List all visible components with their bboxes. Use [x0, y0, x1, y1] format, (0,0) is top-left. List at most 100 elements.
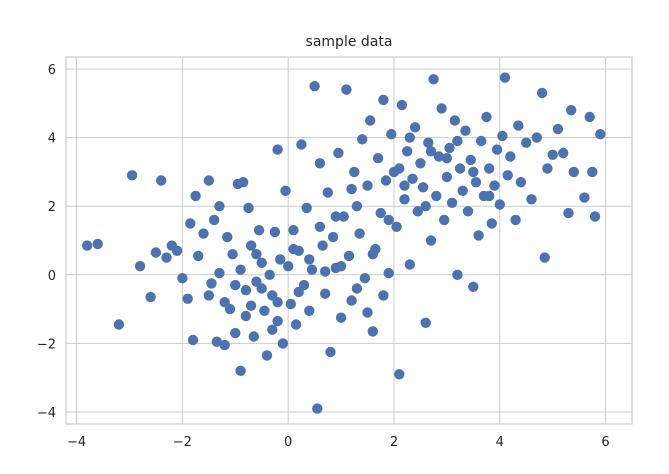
scatter-point: [484, 163, 495, 174]
scatter-point: [491, 144, 503, 155]
scatter-point: [219, 339, 230, 351]
scatter-point: [203, 175, 214, 186]
scatter-point: [150, 247, 162, 258]
scatter-point: [558, 147, 569, 159]
x-tick-label: 4: [496, 435, 504, 450]
scatter-point: [521, 137, 532, 148]
scatter-point: [563, 207, 574, 219]
scatter-point: [314, 221, 326, 232]
scatter-point: [227, 249, 238, 260]
scatter-point: [293, 286, 304, 298]
scatter-point: [431, 190, 442, 202]
scatter-point: [235, 365, 246, 376]
scatter-point: [301, 202, 312, 214]
y-tick-label: −2: [37, 337, 56, 352]
scatter-point: [245, 300, 257, 311]
scatter-point: [314, 158, 326, 169]
scatter-point: [378, 290, 389, 301]
scatter-point: [425, 146, 437, 157]
scatter-point: [230, 279, 241, 291]
scatter-point: [193, 250, 204, 262]
scatter-point: [441, 153, 453, 164]
scatter-point: [277, 338, 289, 349]
scatter-point: [367, 326, 378, 337]
scatter-point: [185, 218, 196, 229]
scatter-point: [378, 94, 389, 106]
x-tick-label: 0: [284, 435, 292, 450]
scatter-point: [536, 87, 548, 99]
scatter-point: [256, 283, 267, 294]
scatter-point: [214, 267, 225, 279]
scatter-point: [407, 173, 418, 184]
scatter-point: [333, 147, 344, 159]
scatter-point: [465, 154, 476, 166]
scatter-point: [320, 266, 331, 277]
scatter-point: [230, 327, 241, 339]
scatter-point: [404, 132, 415, 143]
scatter-point: [449, 115, 460, 126]
scatter-point: [579, 192, 590, 203]
scatter-point: [272, 297, 283, 308]
scatter-point: [452, 135, 463, 147]
scatter-point: [399, 194, 410, 205]
scatter-point: [325, 346, 336, 358]
scatter-point: [383, 214, 394, 226]
scatter-point: [338, 211, 349, 222]
scatter-point: [304, 305, 315, 316]
plot-frame: [65, 56, 633, 425]
tick-labels: −4 −2 0 2 4 6 −4 −2 0 2 4 6: [37, 63, 610, 450]
scatter-point: [433, 151, 445, 162]
scatter-point: [380, 175, 392, 186]
scatter-point: [494, 199, 505, 210]
scatter-point: [349, 166, 360, 178]
scatter-point: [92, 238, 103, 250]
chart-title: sample data: [306, 34, 393, 50]
scatter-point: [394, 369, 405, 380]
scatter-point: [253, 225, 265, 236]
scatter-point: [156, 175, 167, 186]
scatter-point: [288, 225, 299, 236]
scatter-point: [251, 249, 262, 260]
scatter-point: [462, 206, 474, 217]
scatter-point: [343, 250, 355, 262]
scatter-point: [587, 166, 598, 178]
scatter-point: [515, 177, 527, 188]
scatter-point: [489, 180, 500, 191]
scatter-point: [357, 134, 368, 145]
scatter-point: [354, 228, 365, 239]
y-tick-label: 4: [48, 132, 56, 147]
x-tick-label: −2: [173, 435, 192, 450]
scatter-point: [322, 187, 333, 198]
scatter-point: [198, 228, 209, 239]
scatter-point: [177, 273, 188, 284]
scatter-point: [330, 211, 341, 222]
scatter-point: [283, 261, 294, 272]
scatter-point: [365, 115, 376, 126]
scatter-point: [460, 125, 471, 136]
scatter-point: [190, 190, 201, 202]
scatter-point: [420, 317, 431, 328]
scatter-point: [317, 240, 328, 251]
scatter-point: [309, 81, 320, 92]
scatter-point: [470, 177, 482, 188]
scatter-point: [161, 252, 172, 263]
scatter-point: [222, 231, 233, 243]
scatter-point: [423, 137, 434, 148]
scatter-point: [552, 123, 564, 135]
scatter-point: [335, 261, 347, 272]
scatter-point: [454, 163, 466, 174]
scatter-point: [296, 139, 307, 150]
scatter-point: [288, 243, 299, 255]
scatter-point: [275, 254, 286, 265]
scatter-point: [394, 163, 405, 174]
scatter-point: [486, 218, 497, 229]
scatter-point: [457, 185, 468, 196]
scatter-point: [285, 298, 296, 310]
scatter-point: [436, 103, 447, 114]
scatter-point: [145, 291, 156, 303]
y-tick-label: 0: [48, 269, 56, 284]
scatter-point: [484, 190, 495, 202]
x-tick-label: 6: [601, 435, 609, 450]
scatter-point: [499, 72, 511, 83]
scatter-point: [264, 269, 275, 280]
